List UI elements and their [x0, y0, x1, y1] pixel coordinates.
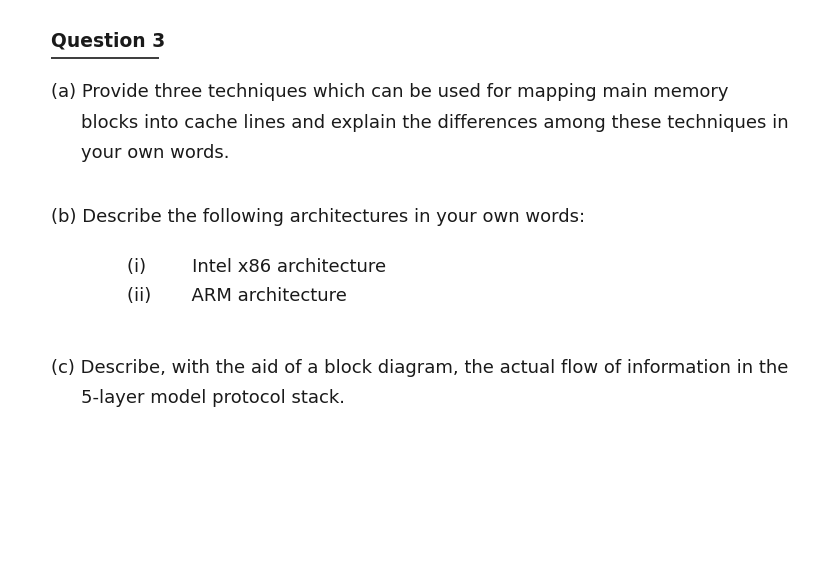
Text: your own words.: your own words. [81, 144, 229, 162]
Text: (a) Provide three techniques which can be used for mapping main memory: (a) Provide three techniques which can b… [51, 83, 728, 101]
Text: blocks into cache lines and explain the differences among these techniques in: blocks into cache lines and explain the … [81, 114, 787, 132]
Text: (c) Describe, with the aid of a block diagram, the actual flow of information in: (c) Describe, with the aid of a block di… [51, 359, 788, 377]
Text: 5-layer model protocol stack.: 5-layer model protocol stack. [81, 389, 344, 407]
Text: Question 3: Question 3 [51, 31, 165, 50]
Text: (b) Describe the following architectures in your own words:: (b) Describe the following architectures… [51, 208, 585, 226]
Text: (i)        Intel x86 architecture: (i) Intel x86 architecture [127, 258, 385, 276]
Text: (ii)       ARM architecture: (ii) ARM architecture [127, 287, 346, 305]
